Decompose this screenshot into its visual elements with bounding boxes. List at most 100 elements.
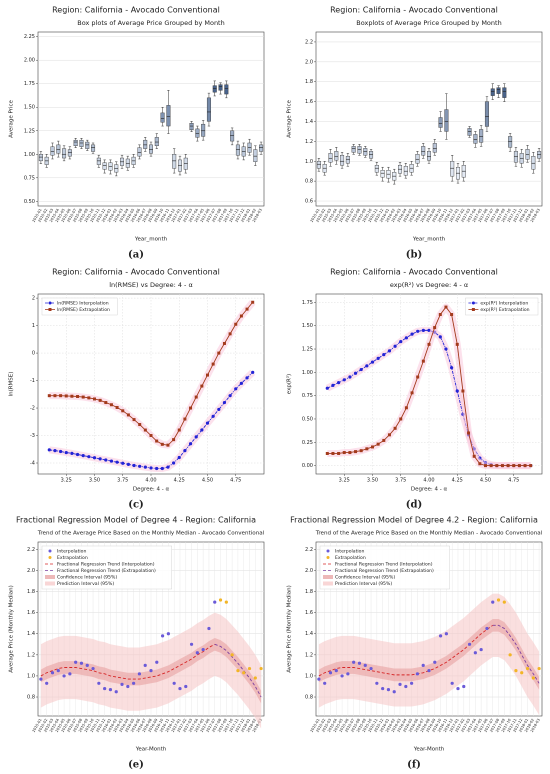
marker — [160, 466, 164, 471]
x-tick-label: 2017-05 — [194, 718, 205, 733]
box — [79, 139, 84, 147]
box — [91, 144, 96, 152]
x-tick-label: 2015-07 — [66, 718, 77, 733]
x-tick-label: 2015-12 — [95, 718, 106, 733]
x-tick-label: 2016-07 — [414, 208, 425, 223]
x-tick-label: 2015-11 — [90, 718, 101, 733]
y-tick-label: 2.0 — [305, 59, 313, 65]
x-tick-label: 2015-03 — [321, 208, 332, 223]
x-tick-label: 2016-08 — [142, 207, 153, 223]
x-axis-label: Year_month — [134, 237, 168, 243]
box — [253, 149, 258, 162]
x-tick-label: 2016-12 — [443, 208, 454, 223]
x-tick-label: 2016-10 — [431, 207, 442, 223]
chart-title: Trend of the Average Price Based on the … — [315, 531, 543, 537]
box — [206, 97, 211, 122]
x-tick-label: 2015-02 — [37, 208, 48, 223]
x-tick-label: 3.50 — [367, 478, 378, 484]
point — [415, 672, 420, 676]
x-tick-label: 2016-08 — [420, 207, 431, 223]
marker — [104, 458, 108, 462]
marker — [160, 442, 164, 446]
marker — [234, 387, 238, 391]
x-tick-label: 2017-01 — [171, 208, 182, 223]
marker — [98, 398, 102, 402]
marker — [382, 353, 386, 357]
marker — [200, 428, 204, 432]
marker — [404, 406, 408, 410]
x-tick-label: 2017-12 — [234, 208, 245, 223]
marker — [370, 360, 375, 364]
x-tick-label: 2016-05 — [124, 718, 135, 733]
y-axis-label: Average Price — [287, 100, 293, 138]
marker — [523, 464, 527, 468]
x-tick-label: 2016-11 — [159, 208, 170, 223]
x-tick-label: 2015-01 — [310, 208, 321, 223]
marker — [166, 465, 170, 469]
point — [103, 686, 107, 691]
box — [438, 117, 443, 128]
box — [189, 123, 194, 131]
x-tick-label: 2017-04 — [188, 717, 199, 733]
box — [496, 87, 501, 94]
marker — [467, 431, 471, 435]
x-tick-label: 2018-02 — [246, 718, 257, 733]
point — [357, 661, 362, 665]
marker — [421, 328, 425, 332]
legend-box — [41, 297, 118, 316]
x-tick-label: 2017-09 — [217, 207, 228, 223]
marker — [177, 428, 181, 432]
marker — [155, 439, 159, 443]
y-tick-label: 2.2 — [305, 39, 313, 45]
x-tick-label: 4.50 — [480, 478, 491, 484]
x-tick-label: 2017-07 — [206, 208, 217, 223]
marker — [188, 442, 193, 446]
y-tick-label: 1.4 — [305, 631, 313, 637]
marker — [337, 451, 341, 455]
x-tick-label: 2015-02 — [37, 718, 48, 733]
x-tick-label: 4.75 — [508, 478, 519, 484]
x-tick-label: 2017-01 — [449, 208, 460, 223]
point — [166, 632, 170, 636]
point — [334, 669, 338, 673]
x-tick-label: 2016-04 — [119, 207, 130, 223]
marker — [70, 394, 74, 398]
x-tick-label: 4.00 — [423, 478, 434, 484]
caption: (a) — [128, 250, 144, 261]
marker — [365, 364, 369, 368]
chart-title: Box plots of Average Price Grouped by Mo… — [77, 19, 224, 27]
box — [38, 154, 43, 162]
x-tick-label: 2018-01 — [518, 208, 529, 223]
x-tick-label: 2017-11 — [507, 208, 518, 223]
point — [184, 684, 188, 689]
marker — [438, 335, 442, 339]
plot-area — [37, 31, 265, 207]
marker — [194, 395, 198, 399]
box — [357, 146, 362, 154]
marker — [461, 389, 465, 393]
point — [74, 660, 78, 664]
x-tick-label: 2015-06 — [339, 717, 350, 733]
box — [508, 136, 513, 148]
point — [508, 653, 512, 657]
point — [323, 681, 327, 685]
legend-swatch — [323, 581, 333, 586]
point — [247, 666, 252, 671]
marker — [500, 464, 504, 468]
chart-suptitle: Region: California - Avocado Conventiona… — [330, 6, 498, 15]
marker — [337, 381, 341, 385]
marker — [325, 451, 329, 455]
marker — [132, 463, 136, 468]
x-tick-label: 2017-11 — [507, 718, 518, 733]
marker — [399, 339, 403, 344]
y-tick-label: 1.25 — [24, 128, 35, 134]
y-tick-label: 1.8 — [305, 79, 313, 85]
y-axis-label: Average Price — [9, 100, 15, 138]
box — [224, 84, 229, 95]
x-tick-label: 2015-04 — [327, 207, 338, 223]
point — [392, 690, 396, 694]
marker — [331, 451, 335, 455]
x-tick-label: 2015-07 — [344, 718, 355, 733]
x-tick-label: 2018-01 — [240, 718, 251, 733]
